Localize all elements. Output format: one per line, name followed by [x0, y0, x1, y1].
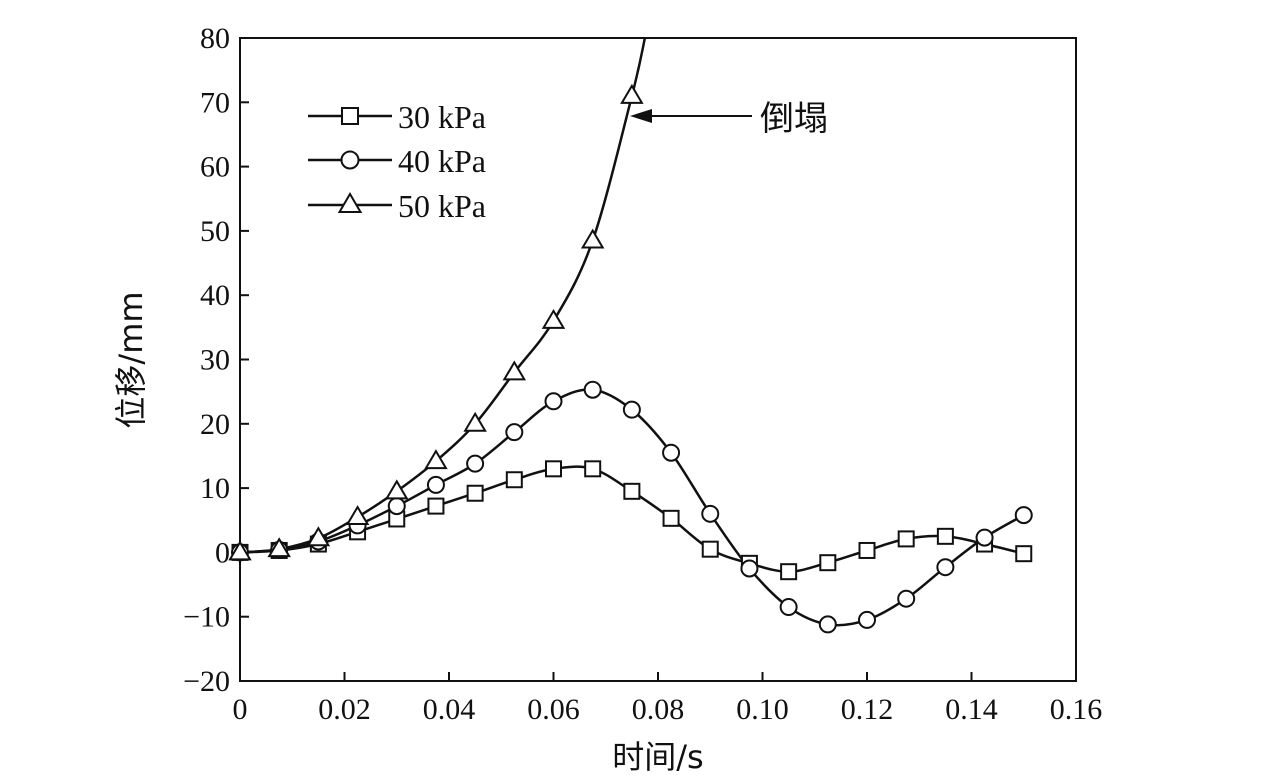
data-point	[544, 392, 563, 411]
legend-label-50kpa: 50 kPa	[398, 188, 486, 224]
data-point	[584, 460, 602, 478]
data-point	[345, 505, 370, 526]
data-point	[583, 380, 602, 399]
series-markers	[228, 83, 1033, 634]
data-point	[662, 509, 680, 527]
data-point	[623, 482, 641, 500]
x-tick-label: 0.16	[1050, 693, 1103, 726]
data-point	[740, 559, 759, 578]
y-tick-label: 20	[200, 408, 230, 441]
data-point	[818, 615, 837, 634]
legend: 30 kPa 40 kPa 50 kPa	[308, 99, 486, 224]
data-point	[936, 558, 955, 577]
x-tick-label: 0.08	[632, 693, 685, 726]
data-point	[427, 497, 445, 515]
y-tick-label: 10	[200, 472, 230, 505]
data-point	[897, 530, 915, 548]
data-point	[858, 541, 876, 559]
data-point	[466, 454, 485, 473]
data-point	[463, 411, 487, 432]
legend-item-30kpa: 30 kPa	[308, 99, 486, 135]
y-tick-label: 50	[200, 215, 230, 248]
data-point	[385, 479, 409, 500]
data-point	[228, 540, 252, 561]
x-tick-label: 0.12	[841, 693, 894, 726]
y-axis-title: 位移/mm	[112, 291, 150, 428]
axis-ticks: 0 0.02 0.04 0.06 0.08 0.10 0.12 0.14 0.16 80 70 60 5…	[183, 22, 1102, 726]
x-tick-label: 0.06	[527, 693, 580, 726]
annotation-label: 倒塌	[760, 99, 828, 139]
plot-frame	[239, 37, 1077, 682]
data-point	[426, 475, 445, 494]
data-point	[1015, 545, 1033, 563]
data-point	[545, 460, 562, 478]
data-point	[580, 228, 605, 249]
data-point	[622, 400, 641, 419]
collapse-annotation: 倒塌	[630, 99, 828, 139]
x-axis-title: 时间/s	[612, 738, 703, 776]
y-tick-label: 80	[200, 22, 230, 55]
y-tick-label: 70	[200, 86, 230, 119]
y-tick-label: 60	[200, 151, 230, 184]
legend-item-40kpa: 40 kPa	[308, 143, 486, 179]
data-point	[975, 528, 994, 547]
data-point	[897, 589, 916, 608]
x-tick-label: 0.10	[736, 693, 789, 726]
data-point	[267, 537, 291, 558]
x-tick-label: 0.04	[423, 693, 476, 726]
data-point	[858, 610, 876, 629]
y-tick-label: 40	[200, 279, 230, 312]
data-point	[306, 526, 331, 547]
data-point	[620, 83, 644, 104]
data-point	[424, 449, 448, 470]
y-tick-label: 30	[200, 344, 230, 377]
legend-item-50kpa: 50 kPa	[308, 188, 486, 224]
data-point	[502, 360, 527, 381]
legend-label-30kpa: 30 kPa	[398, 99, 486, 135]
x-tick-label: 0.14	[945, 693, 998, 726]
data-point	[819, 554, 837, 572]
data-point	[1014, 506, 1033, 525]
x-tick-label: 0	[233, 693, 248, 726]
data-point	[541, 308, 566, 329]
data-point	[936, 527, 954, 545]
data-point	[701, 504, 720, 523]
y-tick-label: 0	[215, 536, 230, 569]
y-tick-label: −20	[183, 665, 230, 698]
annotation-arrowhead	[630, 109, 652, 123]
data-point	[779, 598, 798, 617]
data-point	[701, 540, 719, 558]
y-tick-label: −10	[183, 601, 230, 634]
data-point	[505, 471, 523, 489]
legend-label-40kpa: 40 kPa	[398, 143, 486, 179]
data-point	[780, 563, 798, 581]
data-point	[505, 423, 524, 442]
data-point	[662, 443, 681, 462]
data-point	[466, 484, 484, 502]
x-tick-label: 0.02	[318, 693, 371, 726]
data-point	[387, 497, 406, 516]
